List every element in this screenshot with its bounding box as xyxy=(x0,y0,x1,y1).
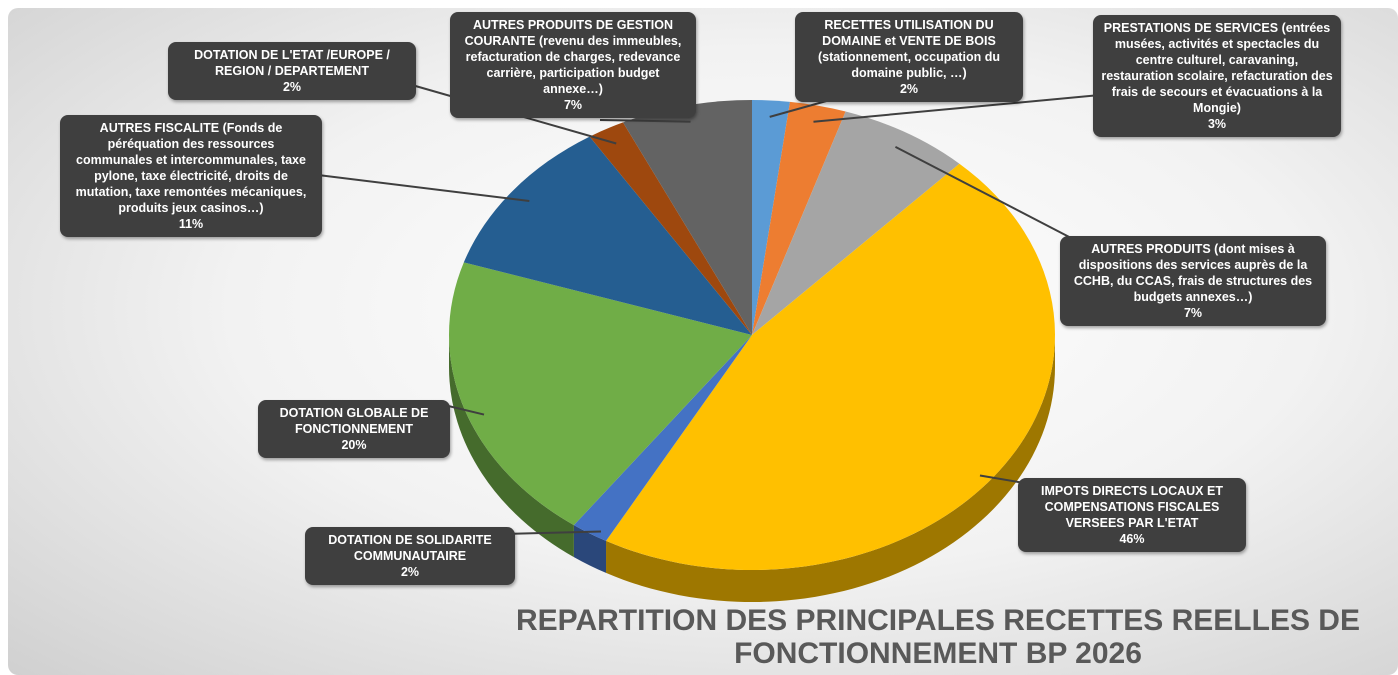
data-label: IMPOTS DIRECTS LOCAUX ET COMPENSATIONS F… xyxy=(1018,478,1246,552)
label-value: 46% xyxy=(1119,532,1145,546)
leader-line xyxy=(813,94,1101,123)
data-label: DOTATION DE SOLIDARITE COMMUNAUTAIRE 2% xyxy=(305,527,515,585)
slice xyxy=(752,100,790,335)
leader-line xyxy=(599,119,691,123)
slice xyxy=(752,101,846,335)
label-name: AUTRES PRODUITS (dont mises à dispositio… xyxy=(1073,242,1313,304)
label-value: 3% xyxy=(1207,117,1227,131)
data-label: DOTATION DE L'ETAT /EUROPE / REGION / DE… xyxy=(168,42,416,100)
data-label: AUTRES PRODUITS DE GESTION COURANTE (rev… xyxy=(450,12,696,118)
label-value: 2% xyxy=(282,80,302,94)
slice xyxy=(606,163,1055,570)
slice xyxy=(589,122,752,335)
data-label: RECETTES UTILISATION DU DOMAINE et VENTE… xyxy=(795,12,1023,102)
slice xyxy=(448,262,752,526)
chart-title: REPARTITION DES PRINCIPALES RECETTES REE… xyxy=(516,604,1360,670)
label-value: 20% xyxy=(341,438,367,452)
slice-side xyxy=(573,525,607,573)
label-name: AUTRES FISCALITE (Fonds de péréquation d… xyxy=(75,121,307,215)
leader-line xyxy=(504,530,602,535)
label-name: PRESTATIONS DE SERVICES (entrées musées,… xyxy=(1101,21,1333,115)
leader-line xyxy=(769,99,831,118)
label-name: DOTATION DE SOLIDARITE COMMUNAUTAIRE xyxy=(328,533,492,563)
slice xyxy=(622,100,752,335)
label-value: 7% xyxy=(1183,306,1203,320)
data-label: AUTRES PRODUITS (dont mises à dispositio… xyxy=(1060,236,1326,326)
slice xyxy=(752,111,960,336)
slice-side xyxy=(606,335,1055,603)
label-name: RECETTES UTILISATION DU DOMAINE et VENTE… xyxy=(818,18,1000,80)
slice-side xyxy=(449,335,574,558)
label-value: 2% xyxy=(899,82,919,96)
pie xyxy=(448,100,1055,603)
data-label: AUTRES FISCALITE (Fonds de péréquation d… xyxy=(60,115,322,237)
data-label: PRESTATIONS DE SERVICES (entrées musées,… xyxy=(1093,15,1341,137)
label-name: DOTATION DE L'ETAT /EUROPE / REGION / DE… xyxy=(194,48,390,78)
slice xyxy=(573,335,752,541)
label-value: 7% xyxy=(563,98,583,112)
label-value: 2% xyxy=(400,565,420,579)
data-label: DOTATION GLOBALE DE FONCTIONNEMENT 20% xyxy=(258,400,450,458)
label-name: DOTATION GLOBALE DE FONCTIONNEMENT xyxy=(279,406,429,436)
leader-line xyxy=(894,145,1076,241)
label-name: AUTRES PRODUITS DE GESTION COURANTE (rev… xyxy=(464,18,682,96)
leader-line xyxy=(317,174,530,203)
label-value: 11% xyxy=(178,217,204,231)
label-name: IMPOTS DIRECTS LOCAUX ET COMPENSATIONS F… xyxy=(1041,484,1223,530)
slice xyxy=(463,136,752,335)
